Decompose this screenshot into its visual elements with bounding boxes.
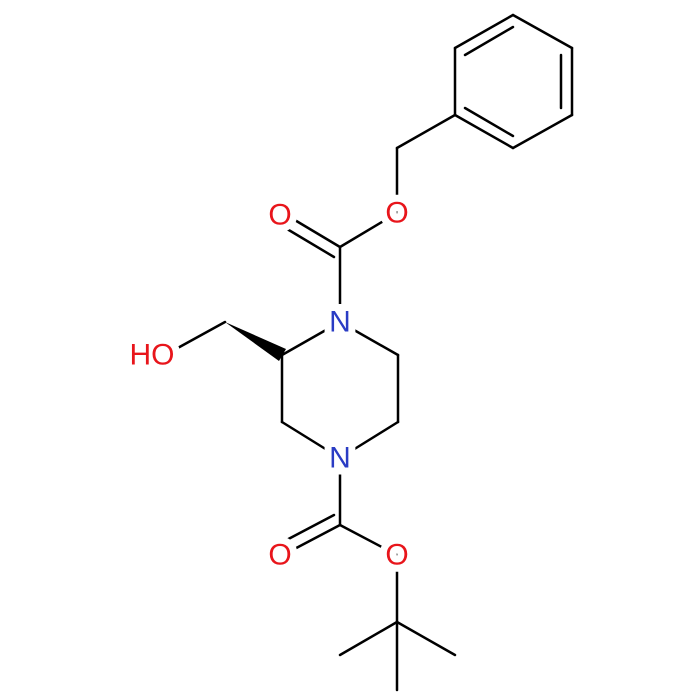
atom-label: O xyxy=(385,197,408,230)
atom-label: N xyxy=(329,442,351,475)
atom-label: N xyxy=(329,306,351,339)
atom-label: HO xyxy=(130,339,175,372)
wedge-bond xyxy=(225,322,286,361)
atom-label: O xyxy=(268,199,291,232)
bonds xyxy=(163,13,574,692)
atom-label: O xyxy=(268,539,291,572)
atom-label: O xyxy=(385,539,408,572)
